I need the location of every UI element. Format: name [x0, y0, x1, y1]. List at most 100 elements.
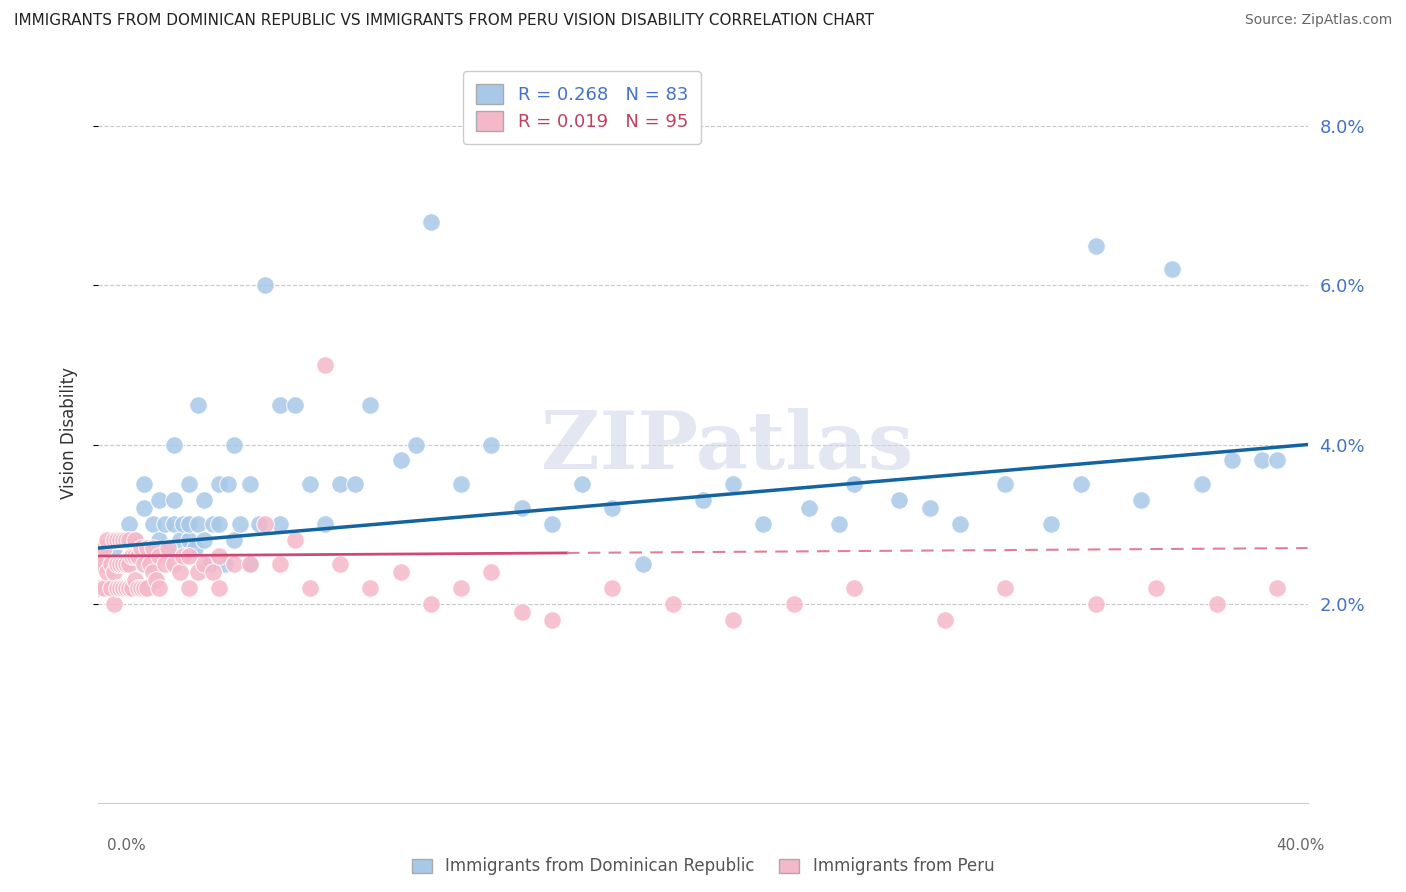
Point	[949, 517, 972, 532]
Point	[1267, 453, 1289, 467]
Point	[163, 493, 186, 508]
Point	[100, 581, 122, 595]
Text: Source: ZipAtlas.com: Source: ZipAtlas.com	[1244, 13, 1392, 28]
Point	[129, 581, 152, 595]
Point	[571, 477, 593, 491]
Point	[510, 605, 533, 619]
Point	[124, 549, 146, 563]
Point	[111, 581, 134, 595]
Point	[179, 549, 201, 563]
Point	[217, 477, 239, 491]
Point	[187, 517, 209, 532]
Point	[1144, 581, 1167, 595]
Point	[994, 477, 1017, 491]
Point	[169, 565, 191, 579]
Point	[111, 533, 134, 547]
Point	[1070, 477, 1092, 491]
Point	[1085, 238, 1108, 252]
Point	[200, 557, 222, 571]
Point	[692, 493, 714, 508]
Point	[783, 597, 806, 611]
Point	[187, 565, 209, 579]
Point	[314, 517, 336, 532]
Point	[253, 517, 276, 532]
Y-axis label: Vision Disability: Vision Disability	[59, 367, 77, 499]
Point	[752, 517, 775, 532]
Point	[269, 398, 291, 412]
Point	[1220, 453, 1243, 467]
Point	[1085, 597, 1108, 611]
Point	[156, 541, 179, 555]
Point	[889, 493, 911, 508]
Point	[1267, 581, 1289, 595]
Point	[87, 581, 110, 595]
Point	[156, 541, 179, 555]
Point	[96, 533, 118, 547]
Point	[239, 557, 262, 571]
Point	[214, 557, 236, 571]
Point	[994, 581, 1017, 595]
Point	[224, 533, 246, 547]
Point	[118, 581, 141, 595]
Point	[723, 477, 745, 491]
Point	[132, 557, 155, 571]
Point	[132, 581, 155, 595]
Point	[124, 533, 146, 547]
Point	[163, 517, 186, 532]
Point	[124, 533, 146, 547]
Point	[93, 541, 115, 555]
Point	[163, 557, 186, 571]
Point	[269, 557, 291, 571]
Point	[193, 557, 215, 571]
Point	[239, 557, 262, 571]
Point	[540, 613, 562, 627]
Point	[114, 581, 136, 595]
Point	[169, 533, 191, 547]
Point	[1206, 597, 1229, 611]
Point	[224, 557, 246, 571]
Text: 0.0%: 0.0%	[107, 838, 146, 854]
Point	[129, 541, 152, 555]
Point	[139, 557, 162, 571]
Text: 40.0%: 40.0%	[1277, 838, 1324, 854]
Point	[172, 517, 194, 532]
Point	[111, 557, 134, 571]
Point	[114, 557, 136, 571]
Point	[127, 549, 149, 563]
Point	[284, 533, 307, 547]
Point	[450, 581, 472, 595]
Point	[103, 597, 125, 611]
Point	[1130, 493, 1153, 508]
Point	[481, 565, 503, 579]
Point	[103, 541, 125, 555]
Text: IMMIGRANTS FROM DOMINICAN REPUBLIC VS IMMIGRANTS FROM PERU VISION DISABILITY COR: IMMIGRANTS FROM DOMINICAN REPUBLIC VS IM…	[14, 13, 875, 29]
Point	[90, 541, 112, 555]
Point	[127, 581, 149, 595]
Point	[142, 517, 165, 532]
Point	[153, 517, 176, 532]
Legend: R = 0.268   N = 83, R = 0.019   N = 95: R = 0.268 N = 83, R = 0.019 N = 95	[464, 71, 700, 144]
Point	[253, 278, 276, 293]
Point	[1251, 453, 1274, 467]
Point	[389, 453, 412, 467]
Point	[420, 214, 443, 228]
Point	[269, 517, 291, 532]
Point	[124, 573, 146, 587]
Point	[389, 565, 412, 579]
Point	[96, 565, 118, 579]
Point	[934, 613, 956, 627]
Point	[153, 557, 176, 571]
Point	[284, 398, 307, 412]
Point	[103, 533, 125, 547]
Point	[135, 541, 157, 555]
Point	[148, 549, 170, 563]
Point	[179, 517, 201, 532]
Point	[229, 517, 252, 532]
Point	[105, 581, 128, 595]
Point	[193, 533, 215, 547]
Point	[105, 533, 128, 547]
Point	[90, 557, 112, 571]
Point	[118, 517, 141, 532]
Point	[108, 581, 131, 595]
Point	[208, 581, 231, 595]
